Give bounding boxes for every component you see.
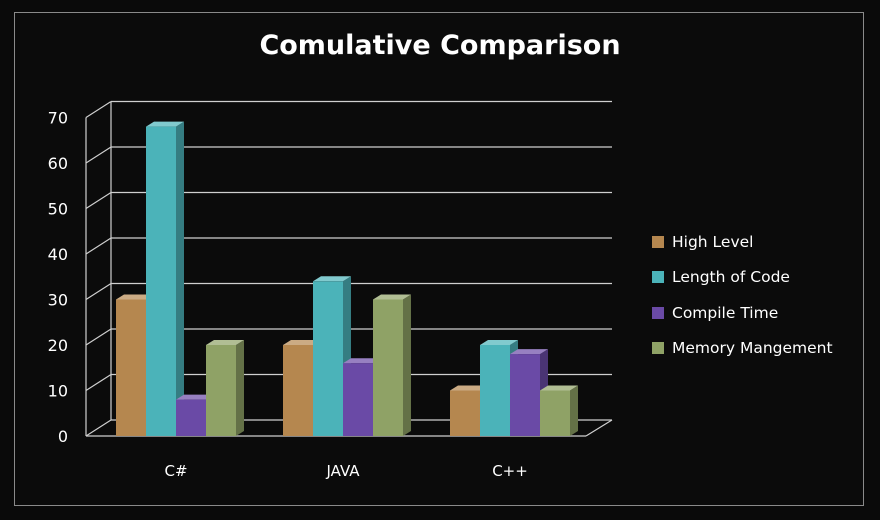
bar-top <box>450 385 488 391</box>
legend-swatch <box>652 342 664 355</box>
legend-item: Length of Code <box>652 260 833 296</box>
x-tick-label: C++ <box>492 462 528 480</box>
bar-top <box>283 340 321 345</box>
legend-item: Memory Mangement <box>652 331 833 367</box>
gridline-left <box>85 146 112 164</box>
bar-side <box>570 385 578 436</box>
bar-front <box>373 299 403 436</box>
gridline-left <box>85 282 112 301</box>
bar-top <box>313 276 351 282</box>
y-tick-label: 10 <box>48 382 68 401</box>
legend-label: High Level <box>672 232 754 251</box>
bar <box>373 294 411 436</box>
x-tick-label: JAVA <box>325 462 360 480</box>
bar-front <box>480 345 510 436</box>
bar-top <box>206 340 244 345</box>
bar-front <box>146 126 176 436</box>
bar-side <box>403 294 411 436</box>
bars <box>116 121 578 436</box>
legend-label: Length of Code <box>672 268 790 287</box>
legend-item: High Level <box>652 224 833 260</box>
legend-item: Compile Time <box>652 295 833 331</box>
y-tick-label: 0 <box>58 427 68 446</box>
bar-front <box>343 363 373 436</box>
gridline-left <box>85 373 112 392</box>
y-tick-label: 20 <box>48 336 68 355</box>
bar-front <box>510 354 540 436</box>
bar-top <box>343 358 381 364</box>
legend-swatch <box>652 306 664 319</box>
bar-front <box>283 345 313 436</box>
bar-front <box>313 281 343 436</box>
legend: High Level Length of Code Compile Time M… <box>652 224 833 366</box>
legend-label: Memory Mangement <box>672 339 833 358</box>
y-tick-label: 40 <box>48 245 68 264</box>
bar-front <box>176 399 206 436</box>
bar-top <box>510 349 548 355</box>
bar-front <box>540 390 570 436</box>
gridline-left <box>85 328 112 346</box>
y-axis-ticks: 0 10 20 30 40 50 60 70 <box>48 109 68 447</box>
y-tick-label: 30 <box>48 291 68 310</box>
bar-top <box>373 294 411 300</box>
x-axis-ticks: C# JAVA C++ <box>164 462 527 480</box>
bar-top <box>480 340 518 345</box>
floor-right-edge <box>585 419 613 437</box>
bar-top <box>176 394 214 400</box>
gridline-left <box>85 419 112 437</box>
bar-front <box>116 299 146 436</box>
gridline-left <box>85 237 112 255</box>
bar-top <box>116 294 154 300</box>
legend-swatch <box>652 271 664 284</box>
x-tick-label: C# <box>164 462 187 480</box>
gridline-left <box>85 100 112 119</box>
bar-top <box>146 121 184 127</box>
bar <box>540 385 578 436</box>
bar-front <box>450 390 480 436</box>
bar-front <box>206 345 236 436</box>
bar-side <box>236 340 244 436</box>
bar <box>146 121 184 436</box>
bar-side <box>176 121 184 436</box>
legend-label: Compile Time <box>672 303 779 322</box>
gridline-left <box>85 191 112 210</box>
bar <box>206 340 244 436</box>
bar-top <box>540 385 578 391</box>
y-tick-label: 50 <box>48 200 68 219</box>
legend-swatch <box>652 235 664 248</box>
y-tick-label: 60 <box>48 154 68 173</box>
chart-title: Comulative Comparison <box>259 30 621 61</box>
y-tick-label: 70 <box>48 109 68 128</box>
